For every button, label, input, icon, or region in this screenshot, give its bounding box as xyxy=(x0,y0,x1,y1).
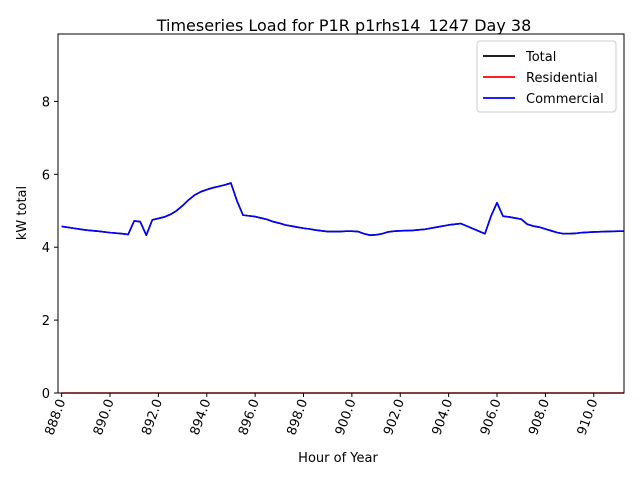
y-axis-title: kW total xyxy=(15,186,30,240)
legend-label-commercial: Commercial xyxy=(526,92,604,107)
plot-frame xyxy=(57,33,625,394)
legend-label-total: Total xyxy=(525,50,556,65)
y-axis: 0 2 4 6 8 xyxy=(42,95,58,402)
chart-title: Timeseries Load for P1R p1rhs14_1247 Day… xyxy=(156,16,532,36)
y-tick-label: 8 xyxy=(42,95,50,110)
legend-box xyxy=(476,40,617,113)
x-axis-title: Hour of Year xyxy=(298,451,378,466)
legend: Total Residential Commercial xyxy=(476,40,617,113)
y-tick-label: 6 xyxy=(42,168,50,183)
y-tick-label: 2 xyxy=(42,314,50,329)
legend-label-residential: Residential xyxy=(526,71,598,86)
legend-items: Total Residential Commercial xyxy=(483,50,604,107)
series-line-commercial xyxy=(61,182,624,236)
y-tick-label: 4 xyxy=(42,241,50,256)
y-tick-label: 0 xyxy=(42,387,50,402)
